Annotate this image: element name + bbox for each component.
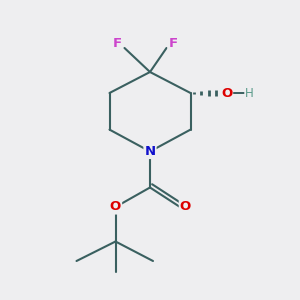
Text: O: O: [221, 86, 232, 100]
Text: N: N: [144, 145, 156, 158]
Text: O: O: [110, 200, 121, 214]
Text: F: F: [112, 37, 122, 50]
Text: O: O: [180, 200, 191, 214]
Text: F: F: [169, 37, 178, 50]
Text: H: H: [245, 86, 254, 100]
